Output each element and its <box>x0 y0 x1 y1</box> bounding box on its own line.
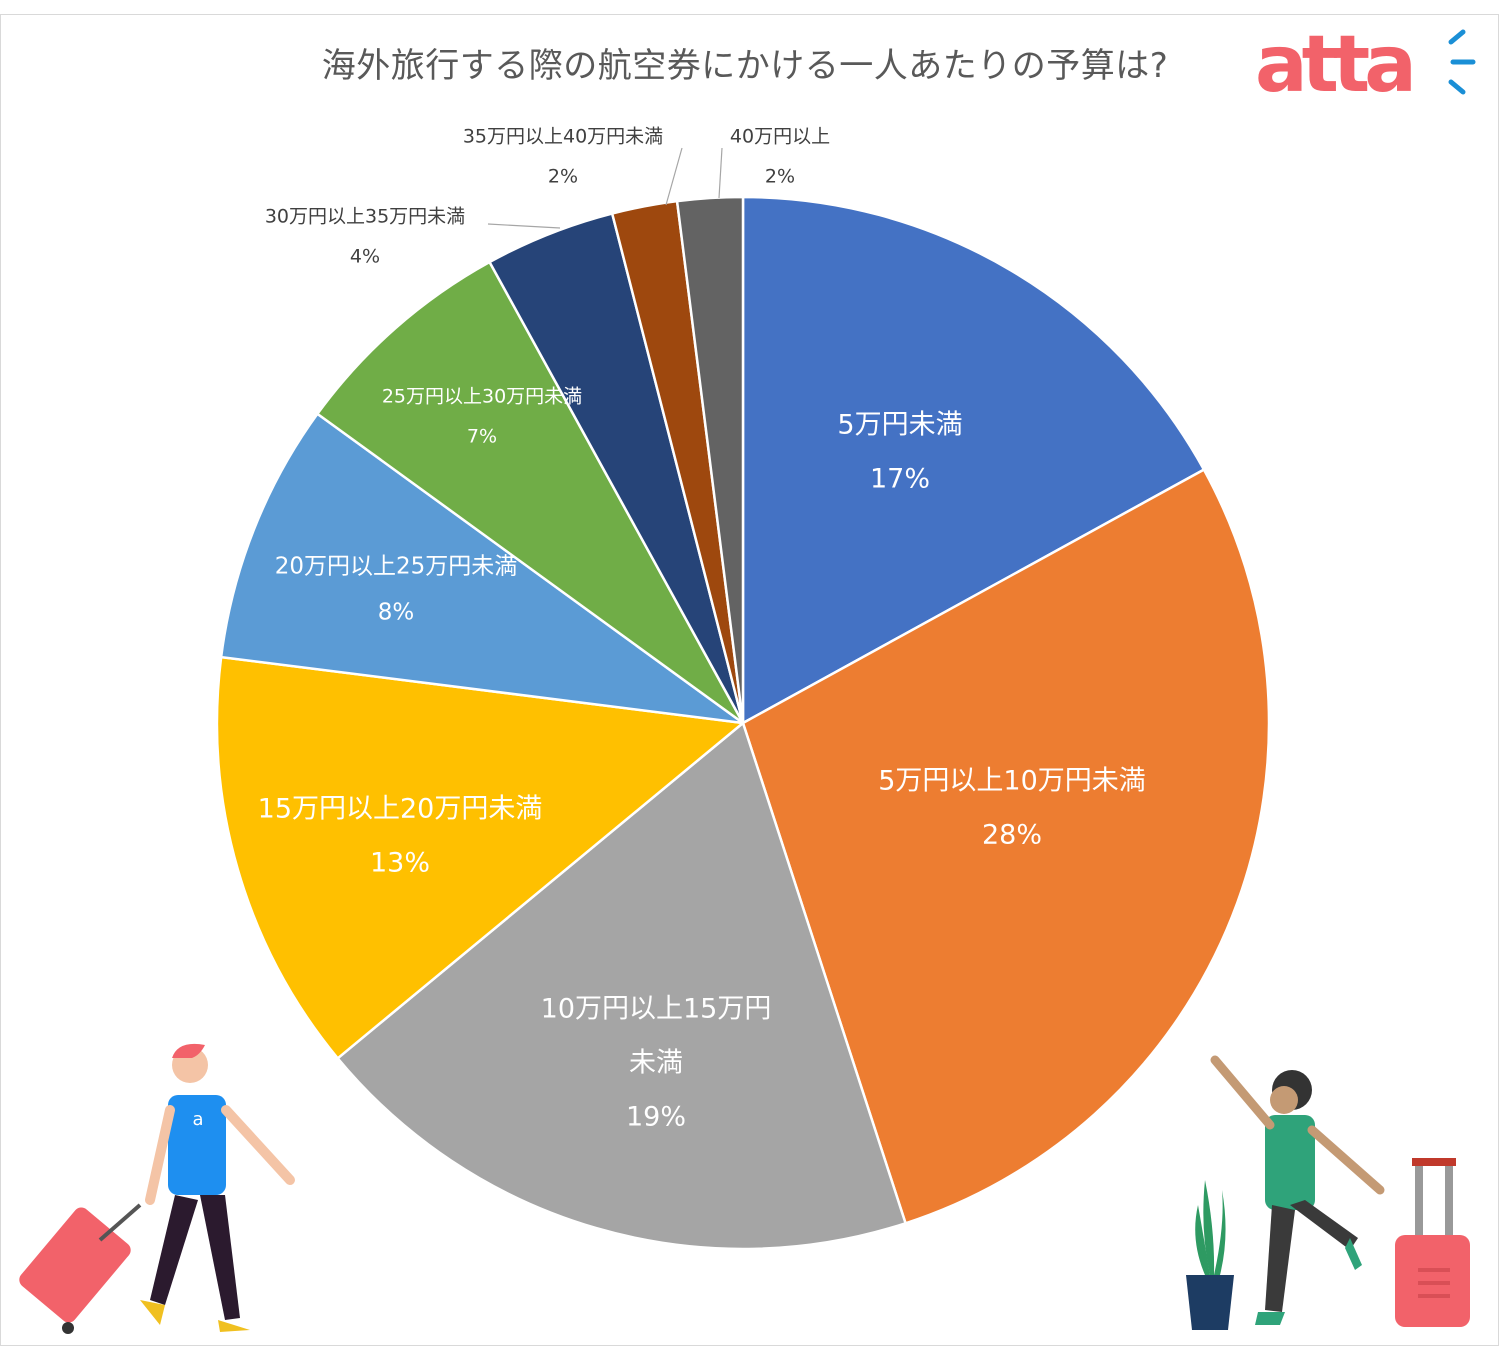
leader-line <box>665 147 683 206</box>
atta-logo: atta <box>1255 20 1485 110</box>
slice-value-label: 2% <box>548 166 578 188</box>
svg-text:a: a <box>192 1109 203 1130</box>
pie-slice <box>215 655 747 1061</box>
slice-value-label: 17% <box>870 464 930 495</box>
slice-category-label: 10万円以上15万円 <box>541 994 772 1025</box>
slice-value-label: 4% <box>350 246 380 268</box>
slice-category-label: 未満 <box>629 1048 683 1079</box>
slice-category-label: 5万円未満 <box>837 410 962 441</box>
slice-value-label: 13% <box>370 848 430 879</box>
chart-title: 海外旅行する際の航空券にかける一人あたりの予算は? <box>321 46 1169 86</box>
pie-slice <box>741 195 1206 726</box>
pie-slice <box>315 260 745 725</box>
slice-category-label: 20万円以上25万円未満 <box>275 554 518 580</box>
chart-frame <box>0 14 1499 1346</box>
pie-slice <box>219 412 744 725</box>
pie-slices <box>215 195 1271 1251</box>
slice-value-label: 19% <box>626 1102 686 1133</box>
leader-line <box>718 147 723 199</box>
logo-accent-icon <box>1448 29 1476 95</box>
slice-category-label: 25万円以上30万円未満 <box>382 386 582 408</box>
slice-value-label: 7% <box>467 426 497 448</box>
slice-value-label: 2% <box>765 166 795 188</box>
slice-category-label: 30万円以上35万円未満 <box>265 206 465 228</box>
slice-value-label: 8% <box>378 600 415 626</box>
slice-category-label: 40万円以上 <box>730 126 830 148</box>
logo-text: atta <box>1255 20 1417 110</box>
leader-lines <box>487 147 723 229</box>
slice-category-label: 15万円以上20万円未満 <box>258 794 543 825</box>
traveler-left-illustration: a <box>19 1043 295 1334</box>
slice-category-label: 5万円以上10万円未満 <box>878 766 1146 797</box>
pie-slice <box>675 195 745 724</box>
slice-category-label: 35万円以上40万円未満 <box>463 126 663 148</box>
leader-line <box>487 223 561 229</box>
slice-value-label: 28% <box>982 820 1042 851</box>
pie-slice <box>335 720 908 1251</box>
traveler-right-illustration <box>1186 1055 1470 1330</box>
pie-slice <box>741 467 1271 1225</box>
